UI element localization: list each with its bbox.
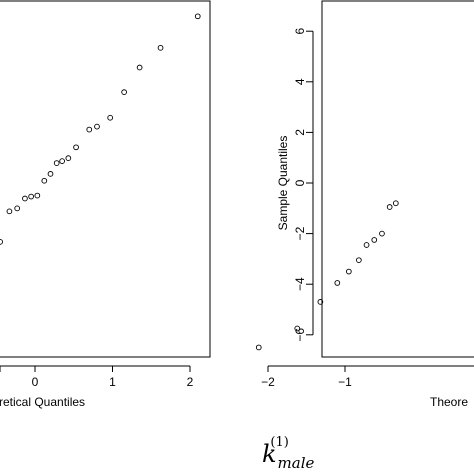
left-x-tick-label: 0 — [32, 375, 39, 389]
left-point — [121, 89, 127, 95]
right-y-tick-label: 0 — [293, 179, 307, 186]
right-point — [363, 242, 370, 248]
right-point — [386, 204, 393, 210]
left-point — [22, 195, 28, 202]
right-x-axis: −2 −1 — [261, 365, 474, 389]
caption-superscript: (1) — [270, 435, 289, 450]
left-point — [157, 44, 164, 51]
right-points — [255, 200, 399, 351]
right-plot-frame — [321, 0, 474, 358]
right-point — [371, 237, 378, 243]
left-x-axis-title: retical Quantiles — [0, 395, 85, 409]
right-point — [334, 280, 341, 286]
left-point — [41, 177, 48, 184]
left-x-tick-label: 2 — [187, 375, 194, 389]
left-point — [14, 205, 21, 212]
left-point — [6, 208, 13, 215]
left-x-tick-label: 1 — [109, 375, 116, 389]
right-x-axis-title: Theore — [430, 395, 468, 409]
left-point — [59, 158, 65, 164]
caption-symbol: k — [262, 440, 277, 468]
right-y-tick-label: 4 — [293, 78, 307, 85]
caption-subscript: male — [277, 454, 315, 472]
right-point — [356, 257, 362, 264]
left-x-axis: 0 1 2 — [0, 365, 194, 389]
left-point — [53, 160, 60, 166]
right-point — [317, 299, 324, 305]
right-y-tick-label: −4 — [293, 277, 307, 291]
right-point — [379, 230, 385, 237]
right-y-axis-title: Sample Quantiles — [276, 136, 290, 231]
left-point — [47, 171, 54, 177]
left-point — [65, 155, 72, 161]
left-point — [86, 126, 93, 133]
left-point — [107, 114, 114, 121]
right-point — [294, 325, 301, 332]
left-point — [94, 123, 100, 130]
left-point — [34, 192, 41, 199]
right-x-tick-label: −2 — [261, 375, 275, 389]
right-y-tick-label: 2 — [293, 129, 307, 136]
left-point — [194, 13, 201, 20]
right-point — [255, 344, 262, 351]
caption-formula: kmale (1) — [262, 435, 314, 472]
left-plot-frame — [0, 0, 211, 358]
right-y-tick-label: −2 — [293, 226, 307, 240]
left-point — [28, 193, 34, 200]
right-y-tick-label: 6 — [293, 28, 307, 35]
left-points — [0, 13, 201, 245]
left-point — [0, 239, 3, 245]
left-qq-plot: 0 1 2 retical Quantiles — [0, 0, 211, 409]
right-x-tick-label: −1 — [338, 375, 352, 389]
right-point — [392, 200, 399, 207]
left-point — [73, 144, 79, 151]
right-point — [346, 268, 352, 275]
left-point — [136, 64, 143, 71]
